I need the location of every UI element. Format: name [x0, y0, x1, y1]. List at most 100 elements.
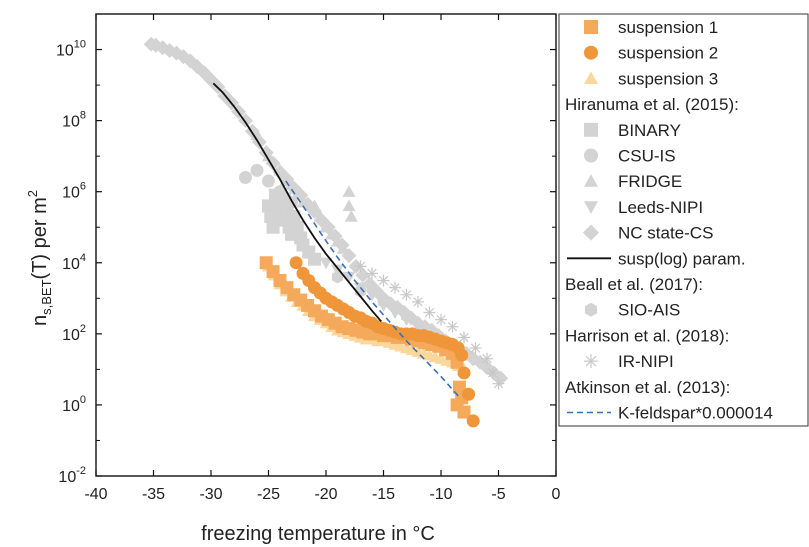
legend-label: NC state-CS	[618, 224, 713, 243]
legend-header: Beall et al. (2017):	[565, 275, 703, 294]
legend-box	[558, 13, 809, 427]
data-point-sio-ais	[377, 295, 390, 309]
data-point-fridge	[319, 220, 333, 233]
data-point-leeds-nipi	[319, 257, 333, 270]
legend-item-beall-et-al-2017: Beall et al. (2017):	[565, 275, 703, 294]
data-point-ir-nipi	[458, 331, 470, 344]
data-point-nc-state-cs	[362, 276, 378, 292]
legend-item-nc-state-cs: NC state-CS	[582, 224, 713, 243]
data-point-fridge	[262, 149, 275, 162]
data-point-ir-nipi	[400, 288, 413, 301]
data-point-suspension-2	[462, 387, 476, 401]
data-point-fridge	[285, 178, 298, 190]
series-nc-state-cs	[143, 36, 509, 386]
series-ir-nipi	[354, 260, 505, 390]
legend-marker	[584, 148, 598, 163]
data-point-suspension-1	[457, 405, 471, 419]
legend-header: Atkinson et al. (2013):	[565, 378, 730, 397]
data-point-fridge	[313, 210, 327, 222]
series-binary	[262, 188, 321, 266]
legend-item-sio-ais: SIO-AIS	[584, 301, 680, 320]
series-csu-is	[239, 163, 298, 209]
x-tick-label: -20	[314, 486, 337, 503]
x-tick-label: -35	[142, 486, 165, 503]
data-point-fridge	[308, 199, 321, 212]
data-point-nc-state-cs	[175, 49, 191, 65]
data-point-suspension-2	[457, 366, 471, 380]
legend-item-binary: BINARY	[584, 121, 681, 140]
data-point-ir-nipi	[435, 313, 447, 326]
data-point-fridge	[325, 227, 339, 240]
data-point-leeds-nipi	[388, 307, 402, 320]
data-point-ir-nipi	[354, 260, 367, 273]
data-point-csu-is	[250, 163, 264, 177]
legend-label: SIO-AIS	[618, 301, 680, 320]
legend-item-fridge: FRIDGE	[584, 172, 682, 191]
y-tick-label: 1010	[56, 39, 86, 60]
legend-marker	[584, 174, 598, 187]
data-point-fridge	[344, 210, 358, 222]
data-point-sio-ais	[331, 270, 344, 284]
data-point-ir-nipi	[486, 366, 499, 379]
legend-marker	[584, 354, 598, 369]
legend-marker	[582, 224, 600, 241]
legend-label: CSU-IS	[618, 147, 676, 166]
data-point-csu-is	[262, 174, 275, 188]
data-point-fridge	[342, 199, 356, 212]
legend-item-csu-is: CSU-IS	[584, 147, 676, 166]
data-point-fridge	[250, 128, 264, 141]
axis-titles: freezing temperature in °C ns,BET(T) per…	[25, 190, 435, 545]
line-k-feldspar-0-000014	[285, 180, 459, 397]
x-tick-label: -25	[257, 486, 280, 503]
y-tick-label: 10-2	[58, 465, 86, 486]
data-point-csu-is	[239, 170, 252, 184]
plot-lines	[212, 82, 459, 397]
x-tick-label: -15	[372, 486, 395, 503]
y-axis-title: ns,BET(T) per m2	[25, 190, 54, 326]
y-tick-label: 102	[62, 323, 86, 344]
legend-item-susp-log-param: susp(log) param.	[567, 249, 746, 268]
data-point-binary	[287, 210, 301, 224]
legend-item-k-feldspar-0-000014: K-feldspar*0.000014	[567, 404, 773, 423]
data-point-nc-state-cs	[265, 155, 281, 171]
legend-item-ir-nipi: IR-NIPI	[584, 352, 674, 371]
data-point-ir-nipi	[469, 342, 482, 355]
legend: suspension 1 suspension 2 suspension 3 Hira…	[558, 13, 809, 427]
legend-label: Leeds-NIPI	[618, 198, 703, 217]
x-tick-label: -40	[84, 486, 107, 503]
legend-marker	[584, 201, 598, 214]
legend-marker	[584, 20, 598, 34]
data-point-nc-state-cs	[382, 296, 398, 312]
series-suspension-2	[289, 256, 480, 428]
y-tick-label: 104	[62, 252, 86, 273]
data-point-binary	[308, 252, 321, 266]
legend-label: suspension 2	[618, 44, 718, 63]
data-point-leeds-nipi	[342, 271, 356, 284]
plot-frame	[95, 13, 557, 477]
legend-label: IR-NIPI	[618, 352, 674, 371]
data-point-csu-is	[273, 185, 287, 199]
legend-label: suspension 3	[618, 69, 718, 88]
data-point-nc-state-cs	[203, 72, 219, 88]
data-point-ir-nipi	[446, 320, 459, 333]
x-tick-label: 0	[552, 486, 561, 503]
legend-marker	[584, 45, 598, 60]
x-tick-label: -30	[199, 486, 222, 503]
line-susp-log-param	[212, 82, 382, 322]
data-point-nc-state-cs	[300, 196, 316, 212]
data-point-ir-nipi	[492, 377, 505, 390]
legend-header: Harrison et al. (2018):	[565, 326, 729, 345]
legend-item-leeds-nipi: Leeds-NIPI	[584, 198, 703, 217]
legend-marker	[584, 302, 598, 317]
x-axis-title: freezing temperature in °C	[201, 523, 435, 545]
data-point-fridge	[296, 195, 310, 208]
data-point-leeds-nipi	[365, 289, 379, 302]
legend-item-hiranuma-et-al-2015: Hiranuma et al. (2015):	[565, 95, 739, 114]
data-point-sio-ais	[400, 309, 413, 323]
data-point-binary	[290, 220, 304, 234]
legend-item-harrison-et-al-2018: Harrison et al. (2018):	[565, 326, 729, 345]
data-point-ir-nipi	[412, 295, 424, 308]
legend-marker	[584, 71, 598, 84]
legend-header: Hiranuma et al. (2015):	[565, 95, 739, 114]
legend-item-suspension-2: suspension 2	[584, 44, 718, 63]
